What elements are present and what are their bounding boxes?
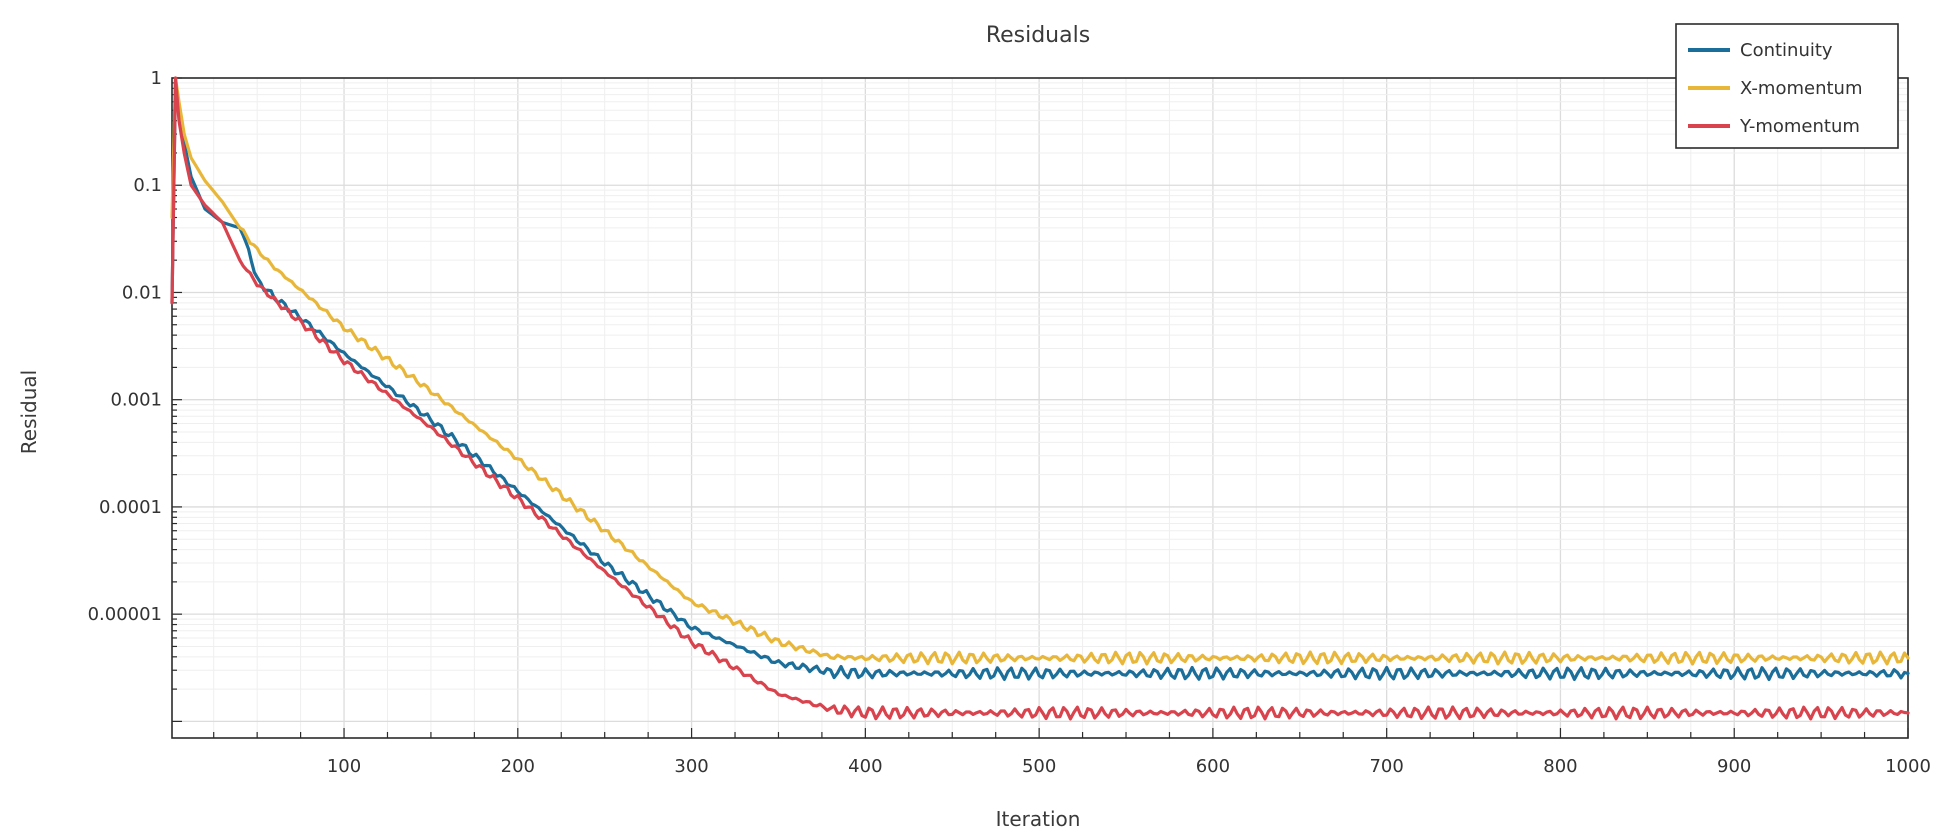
x-tick-label: 500 xyxy=(1022,756,1056,777)
y-tick-label: 0.01 xyxy=(122,282,162,303)
x-tick-label: 300 xyxy=(674,756,708,777)
y-axis-ticks: 1 0.1 0.01 0.001 0.0001 0.00001 xyxy=(88,68,182,722)
y-tick-label: 1 xyxy=(151,68,162,89)
y-tick-label: 0.001 xyxy=(110,390,162,411)
series-line-1 xyxy=(170,76,1910,666)
x-tick-label: 1000 xyxy=(1885,756,1931,777)
x-tick-label: 400 xyxy=(848,756,882,777)
grid xyxy=(172,77,1909,738)
x-tick-label: 800 xyxy=(1543,756,1577,777)
x-axis-ticks: 100 200 300 400 500 600 700 800 900 1000 xyxy=(213,728,1931,777)
legend-label: Y-momentum xyxy=(1739,116,1860,137)
chart-title: Residuals xyxy=(986,23,1090,48)
y-tick-label: 0.1 xyxy=(133,175,162,196)
series-line-2 xyxy=(170,76,1910,721)
plot-area xyxy=(171,77,1909,739)
series-line-0 xyxy=(170,81,1910,681)
y-axis-label: Residual xyxy=(17,370,41,454)
x-tick-label: 900 xyxy=(1717,756,1751,777)
y-tick-label: 0.00001 xyxy=(88,604,162,625)
x-tick-label: 200 xyxy=(501,756,535,777)
x-axis-label: Iteration xyxy=(996,807,1081,831)
y-tick-label: 0.0001 xyxy=(99,497,162,518)
legend-label: Continuity xyxy=(1740,40,1833,61)
x-tick-label: 600 xyxy=(1196,756,1230,777)
x-tick-label: 100 xyxy=(327,756,361,777)
legend-label: X-momentum xyxy=(1740,78,1863,99)
legend: Continuity X-momentum Y-momentum xyxy=(1675,23,1899,149)
series-lines xyxy=(170,76,1910,721)
x-tick-label: 700 xyxy=(1369,756,1403,777)
